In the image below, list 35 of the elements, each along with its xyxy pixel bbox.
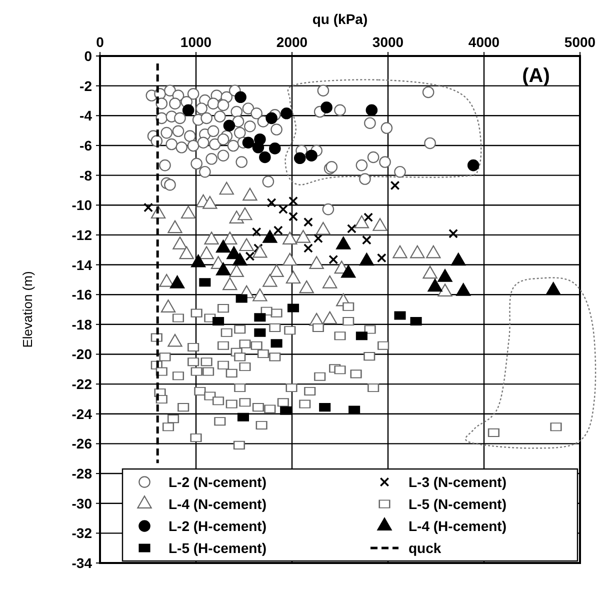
annotation: (A) — [522, 65, 550, 87]
x-tick-label: 3000 — [372, 34, 404, 50]
y-tick-label: -28 — [72, 466, 92, 482]
legend-label: L-5 (N-cement) — [408, 496, 507, 512]
x-tick-label: 4000 — [468, 34, 500, 50]
y-tick-label: -8 — [80, 167, 92, 184]
y-tick-label: -12 — [72, 226, 92, 243]
x-tick-label: 5000 — [564, 34, 596, 50]
y-tick-label: -16 — [72, 286, 92, 303]
legend-label: L-4 (N-cement) — [168, 496, 267, 512]
legend-label: L-2 (N-cement) — [168, 474, 267, 490]
y-tick-label: -26 — [72, 436, 92, 452]
y-tick-label: -34 — [72, 555, 92, 571]
legend-label: L-3 (N-cement) — [408, 474, 507, 490]
y-tick-label: -6 — [80, 137, 92, 154]
legend-label: L-5 (H-cement) — [168, 540, 267, 556]
legend-label: quck — [408, 540, 442, 556]
y-tick-label: -14 — [72, 256, 92, 273]
y-axis-title: Elevation (m) — [20, 271, 35, 348]
y-tick-label: 0 — [84, 48, 92, 64]
y-tick-label: -32 — [72, 525, 92, 542]
legend-label: L-2 (H-cement) — [168, 518, 267, 534]
y-tick-label: -20 — [72, 346, 92, 362]
y-tick-label: -4 — [80, 108, 92, 124]
x-tick-label: 2000 — [276, 34, 308, 50]
x-tick-label: 0 — [96, 34, 104, 50]
y-tick-label: -18 — [72, 316, 92, 332]
x-axis-title: qu (kPa) — [312, 11, 368, 27]
y-tick-label: -24 — [72, 406, 92, 422]
y-tick-label: -2 — [80, 78, 92, 94]
legend-label: L-4 (H-cement) — [408, 518, 507, 534]
y-tick-label: -10 — [72, 197, 92, 214]
y-tick-label: -22 — [72, 376, 92, 392]
y-tick-label: -30 — [72, 495, 92, 512]
x-tick-label: 1000 — [180, 34, 212, 50]
